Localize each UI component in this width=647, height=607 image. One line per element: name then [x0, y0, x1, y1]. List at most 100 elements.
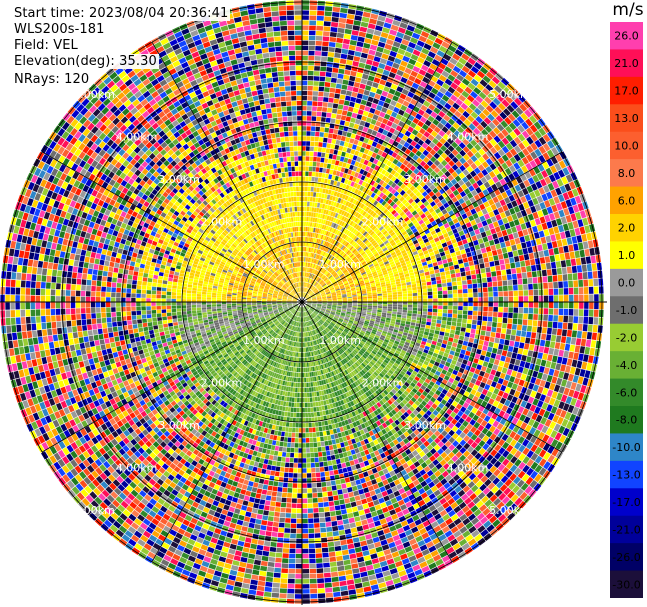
velocity-gate	[519, 255, 524, 261]
velocity-gate	[315, 177, 318, 182]
velocity-gate	[490, 266, 495, 271]
velocity-gate	[494, 302, 499, 307]
velocity-gate	[566, 337, 571, 344]
velocity-gate	[331, 139, 336, 144]
velocity-gate	[542, 327, 547, 333]
velocity-gate	[445, 329, 450, 333]
velocity-gate	[490, 337, 495, 342]
velocity-gate	[484, 341, 489, 346]
velocity-gate	[513, 291, 518, 296]
velocity-gate	[423, 295, 428, 298]
velocity-gate	[302, 101, 307, 106]
velocity-gate	[501, 328, 506, 334]
velocity-gate	[535, 339, 540, 345]
velocity-gate	[316, 162, 320, 167]
velocity-gate	[453, 339, 458, 344]
velocity-gate	[581, 339, 586, 346]
velocity-gate	[538, 277, 543, 283]
velocity-gate	[499, 361, 505, 367]
velocity-gate	[569, 309, 574, 316]
velocity-gate	[425, 325, 430, 329]
velocity-gate	[576, 258, 581, 265]
velocity-gate	[425, 328, 430, 332]
velocity-gate	[530, 338, 535, 344]
velocity-gate	[353, 305, 358, 307]
velocity-gate	[354, 15, 362, 21]
velocity-gate	[309, 167, 313, 172]
velocity-gate	[412, 314, 417, 317]
velocity-gate	[553, 322, 558, 329]
velocity-gate	[421, 276, 426, 280]
velocity-gate	[383, 304, 388, 306]
velocity-gate	[508, 234, 514, 240]
velocity-gate	[553, 315, 558, 321]
velocity-gate	[427, 285, 432, 289]
velocity-gate	[524, 308, 529, 314]
velocity-gate	[354, 103, 360, 109]
velocity-gate	[401, 318, 406, 321]
velocity-gate	[493, 343, 498, 349]
velocity-gate	[302, 36, 308, 41]
velocity-gate	[509, 341, 514, 347]
velocity-gate	[387, 290, 392, 293]
velocity-gate	[334, 165, 338, 170]
velocity-gate	[310, 197, 313, 202]
velocity-gate	[430, 326, 435, 330]
velocity-gate	[509, 297, 513, 302]
velocity-gate	[306, 161, 310, 166]
velocity-gate	[358, 109, 364, 115]
velocity-gate	[508, 313, 513, 318]
velocity-gate	[529, 253, 534, 259]
velocity-gate	[442, 320, 447, 324]
velocity-gate	[359, 84, 365, 90]
velocity-gate	[486, 368, 492, 374]
velocity-gate	[560, 253, 566, 260]
velocity-gate	[584, 249, 590, 257]
velocity-gate	[367, 28, 375, 34]
velocity-gate	[488, 307, 493, 312]
velocity-gate	[550, 234, 556, 241]
velocity-gate	[568, 352, 574, 359]
velocity-gate	[373, 304, 378, 306]
velocity-gate	[471, 329, 476, 334]
velocity-gate	[338, 23, 345, 28]
velocity-gate	[565, 230, 571, 238]
velocity-gate	[448, 298, 453, 302]
velocity-gate	[353, 56, 360, 62]
velocity-gate	[377, 116, 383, 122]
velocity-gate	[398, 305, 403, 308]
velocity-gate	[367, 96, 373, 102]
velocity-gate	[342, 131, 347, 136]
velocity-gate	[521, 267, 526, 273]
velocity-gate	[401, 283, 406, 286]
velocity-gate	[463, 310, 468, 314]
velocity-gate	[569, 288, 574, 295]
velocity-gate	[518, 290, 523, 296]
velocity-gate	[333, 7, 341, 12]
velocity-gate	[427, 282, 432, 286]
velocity-gate	[341, 115, 346, 120]
velocity-gate	[322, 148, 326, 153]
velocity-gate	[588, 317, 593, 324]
velocity-gate	[355, 77, 362, 83]
velocity-gate	[495, 333, 500, 338]
velocity-gate	[342, 110, 348, 115]
velocity-gate	[348, 299, 353, 300]
velocity-gate	[565, 253, 571, 260]
velocity-gate	[568, 281, 573, 288]
velocity-gate	[458, 285, 463, 289]
velocity-gate	[498, 254, 503, 260]
velocity-gate	[334, 58, 340, 63]
velocity-gate	[457, 322, 462, 326]
velocity-gate	[534, 308, 539, 314]
velocity-gate	[327, 138, 332, 143]
velocity-gate	[449, 266, 454, 271]
velocity-gate	[307, 111, 312, 116]
velocity-gate	[361, 53, 368, 59]
velocity-gate	[302, 146, 306, 150]
velocity-gate	[353, 298, 358, 300]
velocity-gate	[586, 363, 592, 371]
velocity-gate	[332, 68, 338, 73]
velocity-gate	[515, 238, 521, 244]
velocity-gate	[440, 328, 445, 332]
